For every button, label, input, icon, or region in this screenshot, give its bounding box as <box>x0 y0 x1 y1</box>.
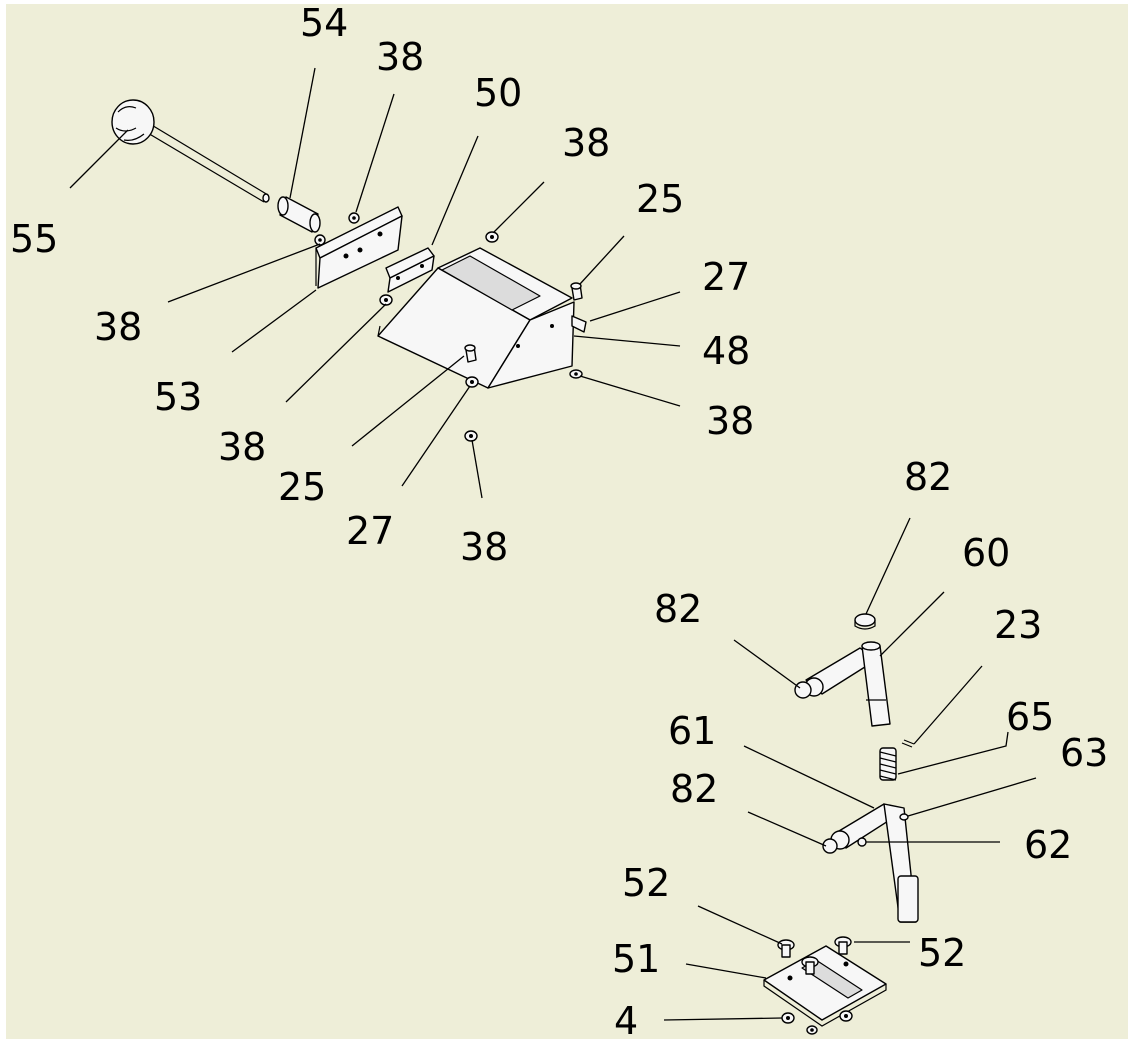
callout-50: 50 <box>474 71 522 115</box>
leader-60 <box>879 591 945 657</box>
callout-82-a: 82 <box>904 455 952 499</box>
callout-63: 63 <box>1060 731 1108 775</box>
leader-48 <box>573 335 681 347</box>
part-38-washer-c <box>485 231 499 243</box>
part-48-main-tray <box>377 247 587 389</box>
part-38-washer-b <box>314 234 326 246</box>
leader-38-b <box>493 181 545 233</box>
part-53-bracket-plate <box>315 206 403 289</box>
part-54-bushing <box>277 196 321 233</box>
part-65-spring <box>879 747 897 781</box>
leader-38-c <box>167 243 321 303</box>
leader-65 <box>897 731 1009 775</box>
callout-54: 54 <box>300 1 348 45</box>
frame-right <box>1128 0 1132 1039</box>
callout-27-b: 27 <box>346 509 394 553</box>
leader-61 <box>743 745 875 809</box>
callout-82-b: 82 <box>654 587 702 631</box>
part-61-lower-lever <box>830 803 919 923</box>
part-82-cap-b <box>794 681 812 699</box>
callout-65: 65 <box>1006 695 1054 739</box>
part-62-screw <box>857 837 867 847</box>
frame-top <box>0 0 1132 4</box>
callout-62: 62 <box>1024 823 1072 867</box>
callout-25-b: 25 <box>278 465 326 509</box>
callout-27-a: 27 <box>702 255 750 299</box>
part-4-nut-c <box>806 1025 818 1035</box>
part-63-screw <box>899 813 909 821</box>
callout-38-b: 38 <box>562 121 610 165</box>
leader-63 <box>907 777 1037 817</box>
part-27-nut-b <box>465 376 479 388</box>
leader-54 <box>289 67 316 199</box>
leader-4 <box>663 1017 783 1021</box>
part-38-washer-a <box>348 212 360 224</box>
part-38-washer-d <box>379 294 393 306</box>
leader-38-d <box>579 375 681 407</box>
part-60-lever <box>804 641 891 727</box>
leader-38-a <box>355 93 395 213</box>
part-82-cap-a <box>854 613 876 630</box>
callout-25-a: 25 <box>636 177 684 221</box>
part-82-cap-c <box>822 838 838 854</box>
leader-38-e <box>285 303 387 403</box>
part-50-small-plate <box>385 247 435 293</box>
leader-38-f <box>471 439 483 499</box>
leader-25-a <box>579 235 625 285</box>
leader-lines <box>69 67 1037 1021</box>
callout-51: 51 <box>612 937 660 981</box>
callout-38-e: 38 <box>218 425 266 469</box>
callout-53: 53 <box>154 375 202 419</box>
part-52-screw-a <box>777 939 795 958</box>
leader-82-a <box>865 517 911 615</box>
leader-55 <box>69 129 129 189</box>
part-55-handle-knob <box>111 99 270 203</box>
callout-55: 55 <box>10 217 58 261</box>
leader-25-b <box>351 355 465 447</box>
callout-52-b: 52 <box>918 931 966 975</box>
part-4-nut-a <box>781 1012 795 1024</box>
callout-38-a: 38 <box>376 35 424 79</box>
leader-82-c <box>747 811 827 847</box>
leader-52-a <box>697 905 783 945</box>
leader-51 <box>685 963 767 979</box>
callout-52-a: 52 <box>622 861 670 905</box>
part-25-screw-a <box>570 282 583 301</box>
leader-82-b <box>733 639 801 689</box>
callout-60: 60 <box>962 531 1010 575</box>
callout-61: 61 <box>668 709 716 753</box>
callout-82-c: 82 <box>670 767 718 811</box>
callout-23: 23 <box>994 603 1042 647</box>
leader-27-a <box>589 291 681 322</box>
callout-38-f: 38 <box>460 525 508 569</box>
leader-27-b <box>401 385 471 487</box>
callout-38-d: 38 <box>706 399 754 443</box>
part-23-small-pin <box>901 739 915 748</box>
leader-23 <box>913 665 983 745</box>
callout-38-c: 38 <box>94 305 142 349</box>
callout-48: 48 <box>702 329 750 373</box>
callout-4: 4 <box>614 999 638 1039</box>
part-25-screw-b <box>464 344 477 363</box>
part-51-base-plate <box>763 945 887 1027</box>
part-52-screw-b <box>834 936 852 955</box>
leader-53 <box>231 289 317 353</box>
part-38-washer-f <box>464 430 478 442</box>
part-4-nut-b <box>839 1010 853 1022</box>
frame-left <box>0 0 6 1039</box>
part-52-screw-c <box>801 956 819 975</box>
callout-labels: 54 38 50 38 25 55 27 38 48 53 38 38 25 2… <box>10 1 1108 1039</box>
part-38-washer-e <box>569 369 583 379</box>
leader-50 <box>431 135 479 246</box>
